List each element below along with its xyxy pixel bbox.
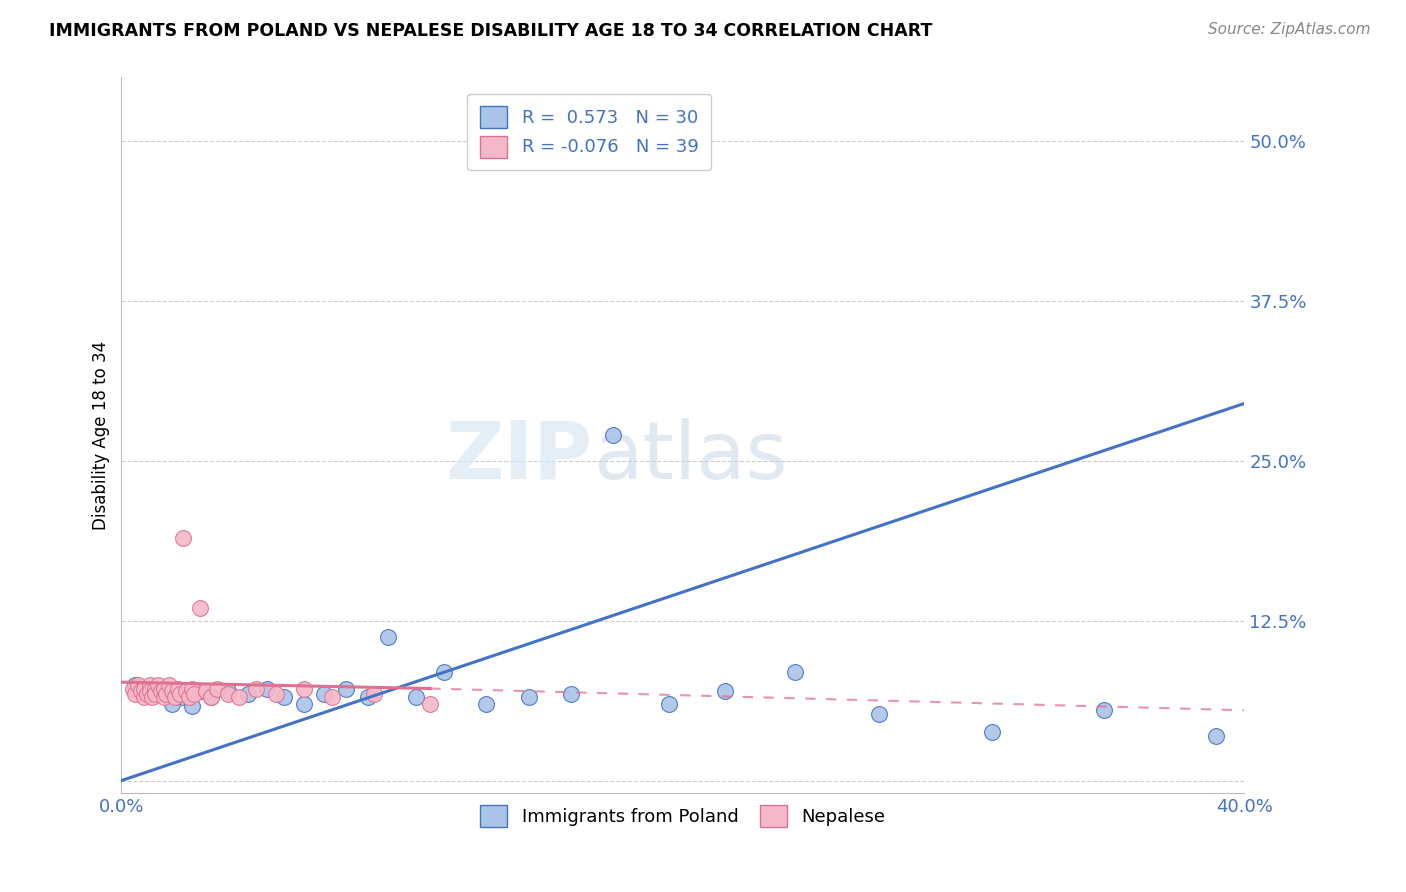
Point: [517, 690, 540, 705]
Point: [312, 687, 335, 701]
Point: [1092, 703, 1115, 717]
Point: [174, 684, 197, 698]
Point: [236, 687, 259, 701]
Point: [264, 687, 287, 701]
Point: [200, 690, 222, 705]
Point: [217, 684, 239, 698]
Point: [135, 687, 157, 701]
Point: [152, 681, 174, 696]
Point: [138, 684, 160, 698]
Point: [124, 678, 146, 692]
Point: [121, 681, 143, 696]
Text: Source: ZipAtlas.com: Source: ZipAtlas.com: [1208, 22, 1371, 37]
Point: [357, 690, 380, 705]
Point: [292, 697, 315, 711]
Text: IMMIGRANTS FROM POLAND VS NEPALESE DISABILITY AGE 18 TO 34 CORRELATION CHART: IMMIGRANTS FROM POLAND VS NEPALESE DISAB…: [49, 22, 932, 40]
Point: [433, 665, 456, 679]
Point: [127, 678, 149, 692]
Point: [163, 690, 186, 705]
Point: [129, 684, 152, 698]
Point: [785, 665, 807, 679]
Point: [273, 690, 295, 705]
Point: [152, 681, 174, 696]
Point: [177, 690, 200, 705]
Text: atlas: atlas: [593, 417, 787, 496]
Point: [172, 690, 194, 705]
Point: [714, 684, 737, 698]
Point: [169, 687, 191, 701]
Point: [143, 681, 166, 696]
Point: [155, 687, 177, 701]
Point: [180, 681, 202, 696]
Point: [143, 687, 166, 701]
Point: [292, 681, 315, 696]
Point: [602, 428, 624, 442]
Legend: Immigrants from Poland, Nepalese: Immigrants from Poland, Nepalese: [472, 798, 893, 834]
Point: [256, 681, 278, 696]
Point: [405, 690, 427, 705]
Point: [160, 697, 183, 711]
Point: [868, 707, 890, 722]
Point: [363, 687, 385, 701]
Point: [152, 690, 174, 705]
Point: [188, 684, 211, 698]
Point: [183, 687, 205, 701]
Point: [194, 684, 217, 698]
Point: [157, 678, 180, 692]
Point: [132, 690, 155, 705]
Point: [475, 697, 498, 711]
Point: [321, 690, 343, 705]
Point: [172, 531, 194, 545]
Point: [335, 681, 357, 696]
Point: [980, 725, 1002, 739]
Point: [149, 684, 172, 698]
Point: [124, 687, 146, 701]
Point: [141, 690, 163, 705]
Point: [188, 601, 211, 615]
Point: [160, 684, 183, 698]
Point: [217, 687, 239, 701]
Point: [138, 678, 160, 692]
Point: [560, 687, 582, 701]
Point: [205, 681, 228, 696]
Point: [245, 681, 267, 696]
Point: [146, 678, 169, 692]
Point: [228, 690, 250, 705]
Point: [166, 681, 188, 696]
Point: [419, 697, 441, 711]
Point: [180, 699, 202, 714]
Point: [200, 690, 222, 705]
Point: [132, 681, 155, 696]
Text: ZIP: ZIP: [446, 417, 593, 496]
Point: [658, 697, 681, 711]
Y-axis label: Disability Age 18 to 34: Disability Age 18 to 34: [93, 341, 110, 530]
Point: [1205, 729, 1227, 743]
Point: [138, 687, 160, 701]
Point: [377, 631, 399, 645]
